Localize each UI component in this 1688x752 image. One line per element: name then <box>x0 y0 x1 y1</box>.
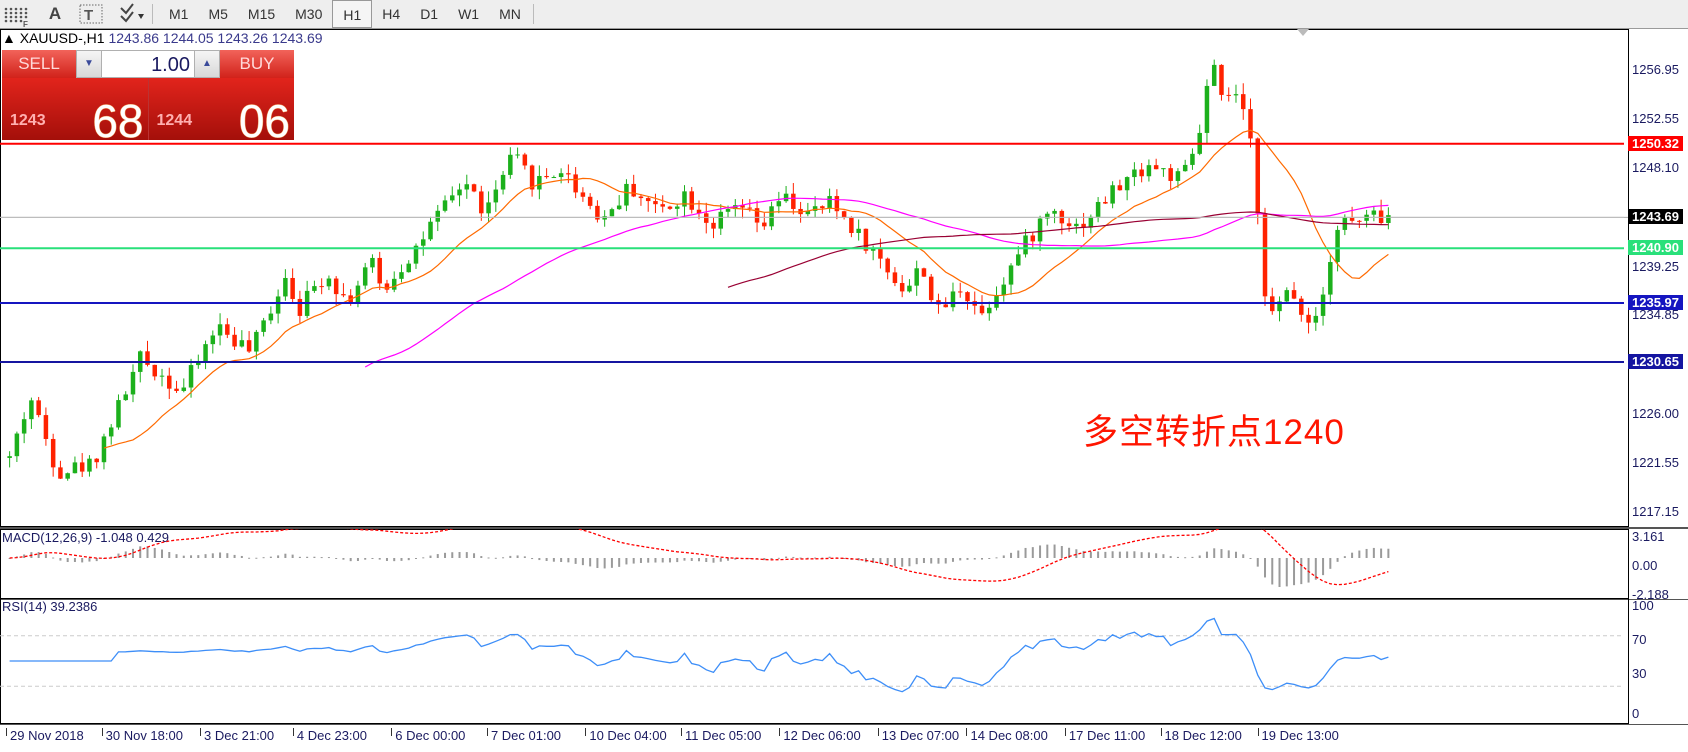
svg-text:F: F <box>23 20 28 28</box>
svg-text:T: T <box>84 7 93 24</box>
svg-text:多空转折点1240: 多空转折点1240 <box>1083 413 1345 452</box>
